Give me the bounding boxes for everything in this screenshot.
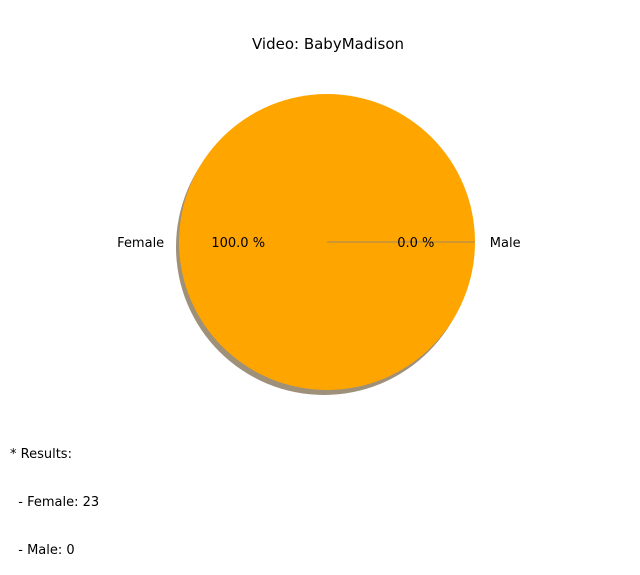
pie-chart: Video: BabyMadison Female 100.0 % Male 0.0 … (117, 35, 521, 395)
slice-label-male: Male (490, 236, 521, 251)
results-line-male: - Male: 0 (10, 543, 75, 558)
slice-label-female: Female (117, 236, 164, 251)
results-line-female: - Female: 23 (10, 495, 100, 510)
results-summary: * Results: - Female: 23 - Male: 0 (10, 415, 99, 575)
percent-label-male: 0.0 % (397, 236, 434, 251)
chart-title: Video: BabyMadison (252, 35, 404, 53)
results-heading: * Results: (10, 447, 72, 462)
percent-label-female: 100.0 % (211, 236, 265, 251)
